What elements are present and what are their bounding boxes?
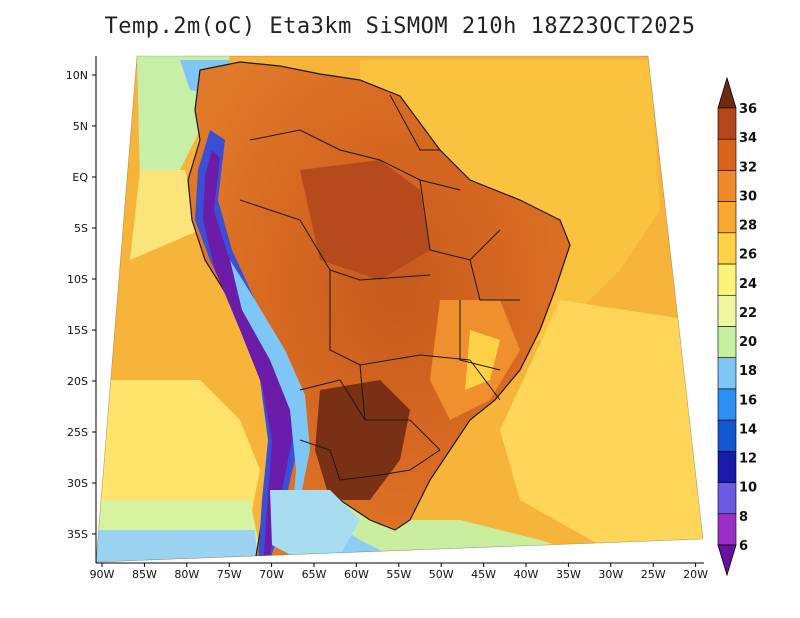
colorbar-label: 36 (739, 102, 757, 117)
lon-tick-label: 60W (344, 568, 369, 581)
ocean-pacific-coast (130, 170, 200, 260)
lon-tick-label: 20W (683, 568, 708, 581)
highlands-yellow (465, 330, 500, 390)
colorbar-segment (717, 232, 737, 265)
colorbar-label: 32 (739, 160, 757, 175)
colorbar-label: 8 (739, 510, 748, 525)
lon-tick-label: 25W (641, 568, 666, 581)
colorbar-label: 26 (739, 248, 757, 263)
lon-tick-label: 70W (259, 568, 284, 581)
colorbar-segment (717, 170, 737, 202)
colorbar-label: 10 (739, 481, 757, 496)
colorbar-label: 28 (739, 219, 757, 234)
colorbar-label: 12 (739, 452, 757, 467)
lat-tick-label: 10S (67, 273, 88, 286)
lat-tick-label: 25S (67, 426, 88, 439)
colorbar-label: 6 (739, 539, 748, 554)
map-plot-area (96, 56, 703, 562)
andes-east-blue (230, 260, 310, 520)
latitude-ticks: 10N 5N EQ 5S 10S 15S 20S 25S 30S 35S (66, 69, 96, 541)
colorbar-segment (717, 357, 737, 390)
lon-tick-label: 55W (386, 568, 411, 581)
patagonia-cool (270, 490, 360, 560)
lon-tick-label: 30W (598, 568, 623, 581)
colorbar-segment (717, 138, 737, 171)
map-title: Temp.2m(oC) Eta3km SiSMOM 210h 18Z23OCT2… (104, 14, 696, 39)
colorbar-segment (717, 107, 737, 140)
ocean-atlantic-yellow (500, 300, 703, 545)
lat-tick-label: 20S (67, 375, 88, 388)
colorbar-segment (717, 451, 737, 483)
lon-tick-label: 65W (302, 568, 327, 581)
lon-tick-label: 90W (90, 568, 115, 581)
chaco-hot-core (315, 380, 410, 500)
colorbar-label: 34 (739, 131, 757, 146)
colorbar-segment (717, 513, 737, 546)
amazon-hot (300, 160, 430, 280)
map-frame (95, 55, 704, 563)
lon-tick-label: 80W (174, 568, 199, 581)
lat-tick-label: 10N (66, 69, 88, 82)
ocean-south-blue (96, 530, 258, 562)
lat-tick-label: 30S (67, 477, 88, 490)
colorbar-top-arrow (717, 76, 737, 109)
country-borders (239, 94, 520, 481)
andes-cold-core (203, 150, 292, 555)
colorbar-label: 16 (739, 393, 757, 408)
lat-tick-label: EQ (72, 171, 88, 184)
lon-tick-label: 50W (429, 568, 454, 581)
colorbar-label: 24 (739, 277, 757, 292)
lon-tick-label: 75W (217, 568, 242, 581)
lon-tick-label: 85W (132, 568, 157, 581)
lon-tick-label: 40W (514, 568, 539, 581)
colorbar-segment (717, 294, 737, 327)
colorbar-bottom-arrow (717, 544, 737, 577)
lat-tick-label: 5S (74, 222, 88, 235)
colorbar: 6 8 10 12 14 16 18 20 22 24 26 28 30 32 34 36 (717, 76, 757, 577)
colorbar-label: 30 (739, 189, 757, 204)
lon-tick-label: 35W (556, 568, 581, 581)
colorbar-segment (717, 263, 737, 296)
colorbar-segment (717, 482, 737, 515)
colorbar-label: 22 (739, 306, 757, 321)
colorbar-label: 14 (739, 422, 757, 437)
colorbar-segment (717, 388, 737, 421)
lat-tick-label: 15S (67, 324, 88, 337)
lat-tick-label: 35S (67, 528, 88, 541)
colorbar-segment (717, 201, 737, 234)
colorbar-label: 20 (739, 335, 757, 350)
colorbar-label: 18 (739, 364, 757, 379)
lat-tick-label: 5N (73, 120, 88, 133)
colorbar-segment (717, 326, 737, 359)
longitude-ticks: 90W 85W 80W 75W 70W 65W 60W 55W 50W 45W 40W 35W 30W 2… (90, 563, 708, 581)
lon-tick-label: 45W (471, 568, 496, 581)
colorbar-segment (717, 419, 737, 452)
